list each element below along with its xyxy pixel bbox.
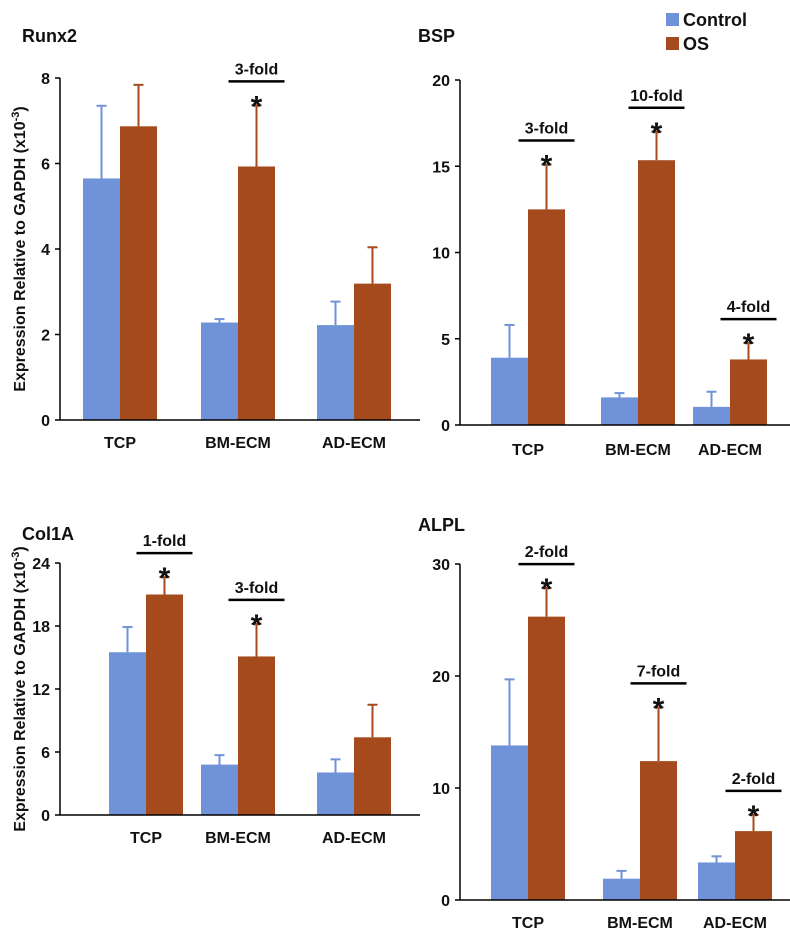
fold-change-label: 3-fold: [235, 61, 279, 78]
fold-change-label: 3-fold: [525, 121, 569, 138]
x-tick-label: BM-ECM: [605, 442, 671, 459]
y-tick-label: 2: [41, 328, 50, 345]
bar-os-tcp: [146, 594, 183, 815]
y-tick-label: 0: [41, 808, 50, 825]
x-tick-label: BM-ECM: [607, 915, 673, 932]
y-tick-label: 5: [441, 332, 450, 349]
bar-control-ad-ecm: [317, 772, 354, 815]
significance-star: *: [743, 328, 755, 361]
x-tick-label: AD-ECM: [698, 442, 762, 459]
x-tick-label: TCP: [512, 442, 544, 459]
y-tick-label: 10: [432, 246, 450, 263]
y-tick-label: 8: [41, 71, 50, 88]
bar-control-tcp: [491, 745, 528, 900]
y-tick-label: 20: [432, 669, 450, 686]
bar-os-bm-ecm: [238, 166, 275, 420]
y-tick-label: 12: [32, 682, 50, 699]
bar-control-tcp: [83, 178, 120, 420]
legend-label-os: OS: [683, 34, 709, 54]
y-tick-label: 0: [441, 893, 450, 910]
bar-control-bm-ecm: [201, 764, 238, 815]
bar-os-tcp: [120, 126, 157, 421]
significance-star: *: [748, 800, 760, 833]
x-tick-label: AD-ECM: [322, 830, 386, 847]
fold-change-label: 3-fold: [235, 580, 279, 597]
bar-os-ad-ecm: [354, 283, 391, 420]
y-tick-label: 6: [41, 745, 50, 762]
bar-control-ad-ecm: [317, 325, 354, 420]
legend-swatch-control: [666, 13, 679, 26]
x-tick-label: TCP: [104, 435, 136, 452]
y-tick-label: 18: [32, 619, 50, 636]
bar-control-tcp: [109, 652, 146, 815]
chart-title: Col1A: [22, 524, 74, 544]
significance-star: *: [251, 90, 263, 123]
bar-control-bm-ecm: [201, 322, 238, 420]
fold-change-label: 7-fold: [637, 663, 681, 680]
fold-change-label: 2-fold: [525, 544, 569, 561]
y-tick-label: 0: [41, 413, 50, 430]
chart-title: BSP: [418, 26, 455, 46]
y-tick-label: 10: [432, 781, 450, 798]
chart-title: ALPL: [418, 515, 465, 535]
bar-os-bm-ecm: [640, 761, 677, 900]
fold-change-label: 4-fold: [727, 299, 771, 316]
y-tick-label: 6: [41, 157, 50, 174]
bar-control-ad-ecm: [693, 406, 730, 425]
bar-control-tcp: [491, 357, 528, 425]
fold-change-label: 2-fold: [732, 771, 776, 788]
bar-control-bm-ecm: [601, 397, 638, 425]
bar-os-ad-ecm: [735, 831, 772, 900]
significance-star: *: [541, 573, 553, 606]
x-tick-label: BM-ECM: [205, 435, 271, 452]
y-tick-label: 4: [41, 242, 50, 259]
y-axis-label: Expression Relative to GAPDH (x10-3): [10, 546, 29, 831]
x-tick-label: TCP: [512, 915, 544, 932]
x-tick-label: TCP: [130, 830, 162, 847]
x-tick-label: AD-ECM: [322, 435, 386, 452]
legend-swatch-os: [666, 37, 679, 50]
bar-os-ad-ecm: [730, 359, 767, 425]
y-tick-label: 15: [432, 159, 450, 176]
legend-label-control: Control: [683, 10, 747, 30]
x-tick-label: AD-ECM: [703, 915, 767, 932]
significance-star: *: [651, 117, 663, 150]
significance-star: *: [653, 692, 665, 725]
bar-control-ad-ecm: [698, 862, 735, 900]
bar-os-bm-ecm: [638, 160, 675, 425]
y-tick-label: 30: [432, 557, 450, 574]
bar-os-bm-ecm: [238, 656, 275, 815]
y-tick-label: 20: [432, 73, 450, 90]
fold-change-label: 1-fold: [143, 533, 187, 550]
bar-os-ad-ecm: [354, 737, 391, 815]
y-tick-label: 24: [32, 556, 50, 573]
y-tick-label: 0: [441, 418, 450, 435]
significance-star: *: [159, 562, 171, 595]
significance-star: *: [251, 609, 263, 642]
chart-title: Runx2: [22, 26, 77, 46]
bar-os-tcp: [528, 616, 565, 900]
bar-control-bm-ecm: [603, 878, 640, 900]
bar-os-tcp: [528, 209, 565, 425]
y-axis-label: Expression Relative to GAPDH (x10-3): [10, 106, 29, 391]
significance-star: *: [541, 150, 553, 183]
x-tick-label: BM-ECM: [205, 830, 271, 847]
fold-change-label: 10-fold: [630, 88, 682, 105]
